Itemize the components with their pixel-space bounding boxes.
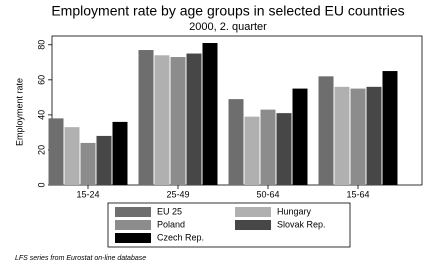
bar (186, 53, 202, 185)
y-tick-label: 80 (36, 40, 46, 50)
bar (350, 88, 366, 185)
bar (112, 121, 128, 185)
legend-label: Poland (157, 219, 185, 229)
legend-label: Czech Rep. (157, 232, 204, 242)
bar (138, 50, 154, 185)
legend-swatch (235, 207, 271, 217)
legend-label: Slovak Rep. (277, 219, 326, 229)
y-tick-label: 0 (36, 182, 46, 187)
y-axis-label: Employment rate (14, 78, 24, 146)
bar (170, 57, 186, 185)
legend-label: EU 25 (157, 206, 182, 216)
legend-swatch (115, 207, 151, 217)
y-tick-label: 60 (36, 75, 46, 85)
bar (260, 109, 276, 185)
bar (80, 142, 96, 185)
x-tick-label: 15-24 (76, 189, 99, 199)
bar (318, 76, 334, 185)
x-tick-label: 25-49 (166, 189, 189, 199)
bar (96, 135, 112, 185)
chart-title: Employment rate by age groups in selecte… (51, 3, 404, 19)
bar (382, 71, 398, 185)
legend-swatch (115, 233, 151, 243)
y-tick-label: 20 (36, 145, 46, 155)
bar (64, 127, 80, 185)
bar (154, 55, 170, 186)
bar (228, 99, 244, 185)
bar (48, 118, 64, 185)
bar (366, 86, 382, 185)
y-tick-label: 40 (36, 110, 46, 120)
bar (334, 86, 350, 185)
x-tick-label: 50-64 (256, 189, 279, 199)
bar (202, 43, 218, 185)
bar (292, 88, 308, 185)
footnote: LFS series from Eurostat on-line databas… (15, 255, 146, 262)
x-tick-label: 15-64 (346, 189, 369, 199)
legend-label: Hungary (277, 206, 312, 216)
bar (276, 113, 292, 185)
bar (244, 116, 260, 185)
chart-subtitle: 2000, 2. quarter (189, 21, 267, 33)
legend-swatch (235, 220, 271, 230)
legend-swatch (115, 220, 151, 230)
